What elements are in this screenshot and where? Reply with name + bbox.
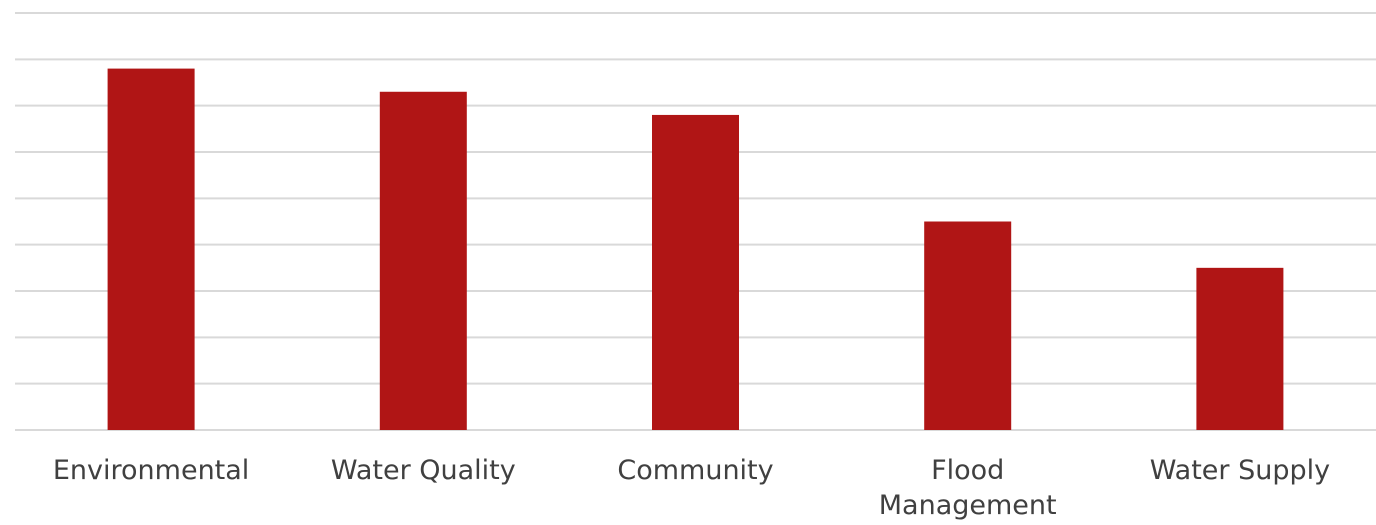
bar-water-supply (1196, 267, 1284, 430)
category-labels: Environmental Water Quality Community Flood… (53, 455, 1330, 521)
bar-water-quality (379, 91, 467, 431)
bars (107, 68, 1284, 431)
bar-flood-management (924, 221, 1012, 430)
category-label-environmental: Environmental (53, 455, 249, 486)
bar-community (652, 114, 739, 430)
bar-environmental (107, 68, 195, 430)
category-label-water-quality: Water Quality (331, 455, 516, 486)
category-label-water-supply: Water Supply (1150, 455, 1330, 486)
category-label-community: Community (617, 455, 773, 486)
category-label-flood-management: Flood Management (879, 455, 1057, 521)
